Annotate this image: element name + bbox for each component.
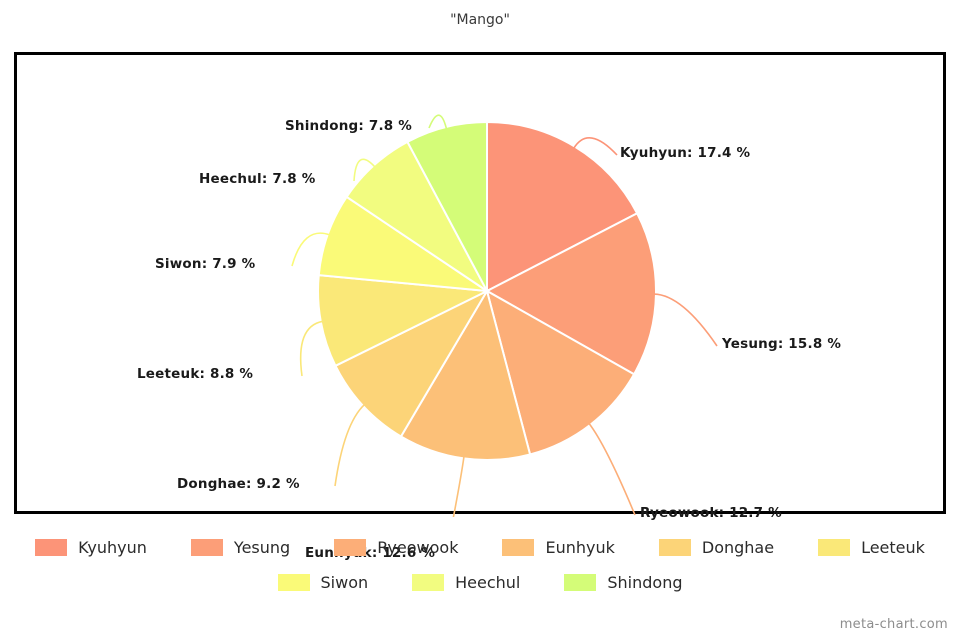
legend-swatch-icon (564, 574, 597, 591)
leader-line-leeteuk (299, 320, 323, 377)
watermark: meta-chart.com (839, 617, 948, 632)
legend-swatch-icon (190, 539, 223, 556)
leader-line-donghae (334, 404, 366, 487)
legend-swatch-icon (412, 574, 445, 591)
legend-item-leeteuk[interactable]: Leeteuk (818, 538, 925, 557)
legend-swatch-icon (277, 574, 310, 591)
leader-line-shindong (428, 114, 448, 130)
legend-swatch-icon (658, 539, 691, 556)
legend-item-label: Shindong (607, 573, 683, 592)
legend-item-heechul[interactable]: Heechul (412, 573, 520, 592)
legend-item-ryeowook[interactable]: Ryeowook (334, 538, 458, 557)
legend-item-siwon[interactable]: Siwon (277, 573, 369, 592)
leader-line-ryeowook (588, 422, 636, 516)
legend-item-label: Siwon (320, 573, 369, 592)
legend-item-label: Donghae (701, 538, 775, 557)
pie-chart: Kyuhyun: 17.4 % Yesung: 15.8 % Ryeowook:… (17, 55, 949, 561)
legend-item-shindong[interactable]: Shindong (564, 573, 683, 592)
slice-label-kyuhyun: Kyuhyun: 17.4 % (620, 145, 751, 161)
legend-item-label: Ryeowook (377, 538, 459, 557)
legend-item-donghae[interactable]: Donghae (658, 538, 775, 557)
slice-label-leeteuk: Leeteuk: 8.8 % (137, 366, 254, 382)
slice-label-siwon: Siwon: 7.9 % (155, 256, 256, 272)
leader-line-kyuhyun (573, 137, 618, 156)
legend-swatch-icon (334, 539, 367, 556)
page-title: "Mango" (450, 12, 510, 28)
leader-line-heechul (353, 158, 376, 182)
leader-line-eunhyuk (452, 456, 465, 517)
legend-item-kyuhyun[interactable]: Kyuhyun (35, 538, 147, 557)
slice-label-heechul: Heechul: 7.8 % (199, 171, 316, 187)
legend-item-label: Yesung (233, 538, 291, 557)
legend-item-label: Eunhyuk (545, 538, 615, 557)
legend-item-label: Leeteuk (861, 538, 925, 557)
pie-svg (291, 114, 718, 517)
slice-label-ryeowook: Ryeowook: 12.7 % (640, 505, 782, 521)
legend-swatch-icon (818, 539, 851, 556)
legend-swatch-icon (35, 539, 68, 556)
legend-item-yesung[interactable]: Yesung (190, 538, 291, 557)
slice-label-yesung: Yesung: 15.8 % (722, 336, 842, 352)
leader-line-siwon (291, 232, 330, 267)
slice-label-donghae: Donghae: 9.2 % (177, 476, 300, 492)
legend-item-eunhyuk[interactable]: Eunhyuk (502, 538, 615, 557)
legend-item-label: Heechul (455, 573, 521, 592)
legend: Kyuhyun Yesung Ryeowook Eunhyuk Donghae Leete… (14, 530, 946, 600)
legend-item-label: Kyuhyun (78, 538, 147, 557)
leader-line-yesung (653, 293, 718, 347)
slice-label-shindong: Shindong: 7.8 % (285, 118, 413, 134)
legend-row: Siwon Heechul Shindong (14, 565, 946, 600)
legend-swatch-icon (502, 539, 535, 556)
legend-row: Kyuhyun Yesung Ryeowook Eunhyuk Donghae Leete… (14, 530, 946, 565)
plot-area: Kyuhyun: 17.4 % Yesung: 15.8 % Ryeowook:… (14, 52, 949, 561)
